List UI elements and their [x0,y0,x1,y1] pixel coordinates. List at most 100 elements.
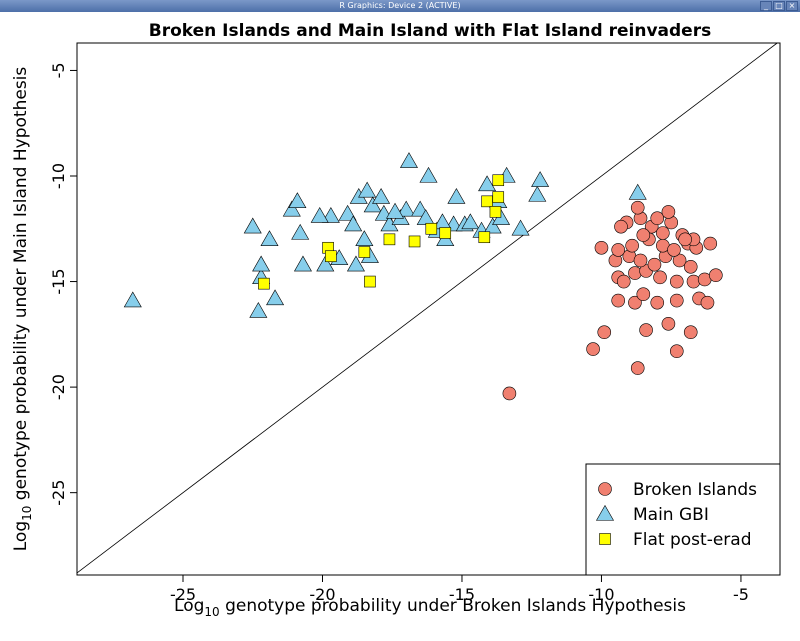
data-point-square [408,235,421,248]
data-point-circle [633,253,648,268]
legend-label: Main GBI [633,505,709,525]
data-point-circle [672,253,687,268]
data-points [123,152,723,401]
data-point-circle [703,236,718,251]
window-titlebar[interactable]: R Graphics: Device 2 (ACTIVE) _ □ × [0,0,800,12]
data-point-triangle [386,202,405,219]
identity-line [76,42,778,574]
legend-marker-circle [598,482,612,496]
x-axis: -25 -20 -15 -10 -5 [170,575,749,604]
y-axis-label: Log10 genotype probability under Main Is… [11,67,34,552]
data-point-circle [669,274,684,289]
data-point-triangle [291,223,310,240]
data-point-circle [650,211,665,226]
data-point-triangle [252,255,271,272]
data-point-triangle [123,291,142,308]
data-point-triangle [478,175,497,192]
x-axis-label: Log10 genotype probability under Broken … [174,596,686,619]
close-button[interactable]: × [786,1,798,11]
data-point-square [383,233,396,246]
maximize-button[interactable]: □ [773,1,785,11]
data-point-triangle [293,255,312,272]
data-point-circle [669,344,684,359]
data-point-triangle [419,166,438,183]
minimize-button[interactable]: _ [760,1,772,11]
data-point-triangle [531,171,550,187]
data-point-triangle [344,215,363,232]
y-tick-label: -20 [49,374,68,400]
data-point-circle [678,232,692,247]
data-point-circle [616,274,631,289]
data-point-circle [630,200,645,215]
data-point-circle [639,323,653,337]
data-point-triangle [358,181,377,198]
data-point-triangle [288,192,307,209]
legend-box [585,463,781,576]
data-point-triangle [628,183,647,200]
data-point-square [489,206,502,218]
data-point-triangle [260,230,279,247]
y-tick-label: -15 [49,268,68,294]
series-square [258,174,505,290]
data-point-circle [597,325,612,340]
data-point-circle [611,243,625,257]
data-point-circle [667,243,681,257]
data-point-triangle [338,204,357,221]
y-tick-label: -5 [49,62,68,78]
data-point-square [481,195,493,208]
data-point-circle [683,325,698,340]
data-point-circle [636,228,651,242]
x-tick-label: -10 [588,585,614,604]
data-point-square [258,277,270,290]
plot-frame [76,42,781,576]
y-tick-label: -25 [49,480,68,506]
x-axis-label-subscript: 10 [204,605,219,619]
data-point-circle [614,219,628,234]
y-tick-label: -10 [49,163,68,189]
data-point-triangle [243,217,262,234]
x-tick-label: -20 [309,585,335,604]
x-axis-label-prefix: Log [174,596,204,616]
data-point-square [358,246,371,258]
data-point-square [325,250,337,263]
x-tick-label: -25 [170,585,196,604]
y-axis-label-prefix: Log [11,521,31,551]
data-point-circle [636,287,651,302]
data-point-triangle [399,152,418,168]
data-point-square [492,174,505,187]
legend-items: Broken Islands Main GBI Flat post-erad [595,480,757,550]
data-point-circle [653,270,667,285]
x-tick-label: -15 [449,585,475,604]
data-point-triangle [346,255,365,272]
data-point-triangle [397,200,416,217]
data-point-triangle [282,200,301,217]
legend-marker-triangle [595,504,615,521]
reference-line [76,42,778,574]
x-tick-label: -5 [733,585,749,604]
series-circle [502,200,723,401]
data-point-circle [686,274,701,289]
data-point-circle [709,268,723,283]
y-axis-label-subscript: 10 [20,506,34,521]
data-point-circle [669,293,684,308]
window-controls: _ □ × [760,1,798,11]
data-point-triangle [461,213,480,230]
data-point-square [425,222,438,235]
data-point-triangle [321,207,340,223]
data-point-circle [611,293,625,308]
data-point-triangle [310,207,329,223]
chart-title: Broken Islands and Main Island with Flat… [149,21,711,41]
data-point-square [478,231,491,244]
data-point-circle [700,295,715,310]
y-axis-label-rest: genotype probability under Main Island H… [11,67,31,506]
data-point-circle [625,238,639,253]
legend: Broken Islands Main GBI Flat post-erad [585,463,781,576]
window-title: R Graphics: Device 2 (ACTIVE) [339,1,461,10]
data-point-circle [628,295,642,310]
data-point-circle [502,386,517,401]
legend-label: Broken Islands [633,480,757,500]
data-point-triangle [511,219,530,236]
data-point-circle [656,226,670,240]
y-axis: -5 -10 -15 -20 -25 [49,62,77,506]
